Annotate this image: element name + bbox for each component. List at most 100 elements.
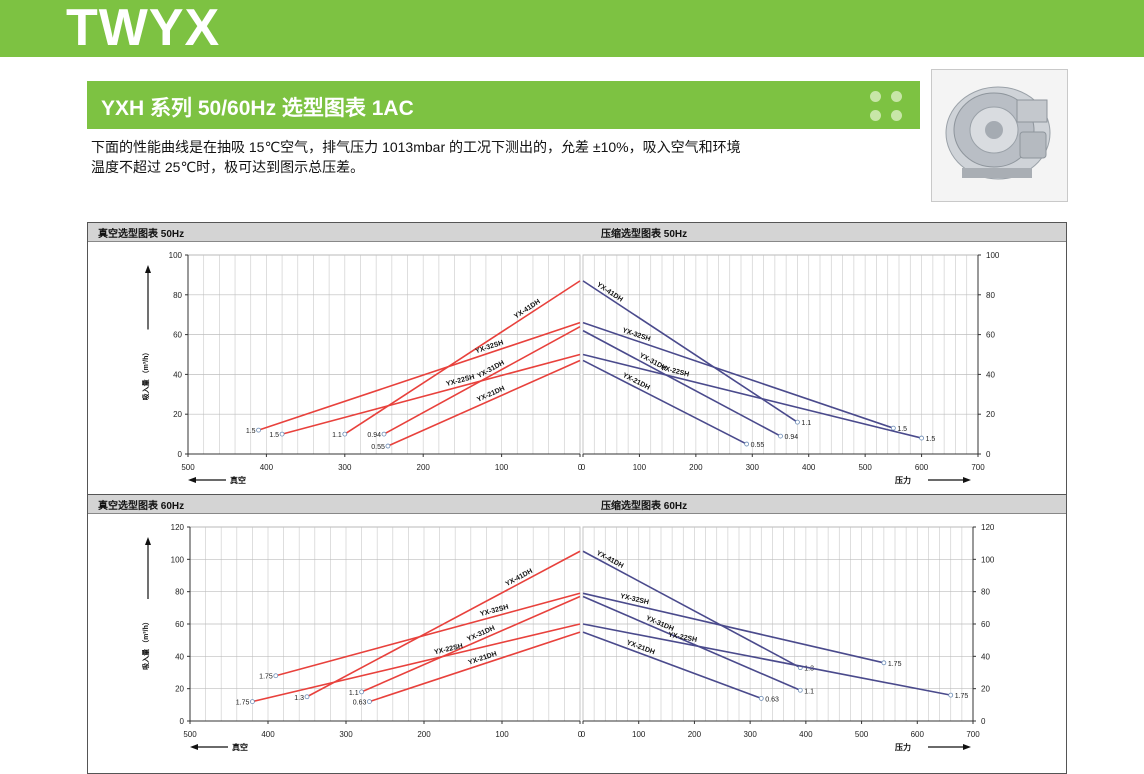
series-end-label: 1.1 xyxy=(804,688,814,695)
y-tick-label: 40 xyxy=(175,652,184,661)
description: 下面的性能曲线是在抽吸 15℃空气，排气压力 1013mbar 的工况下测出的，… xyxy=(91,137,891,177)
series-endpoint xyxy=(342,431,348,437)
x-tick-label: 400 xyxy=(260,463,274,472)
dots-icon xyxy=(870,91,904,121)
plot-area-1 xyxy=(582,254,979,455)
series-line-yx-41dh xyxy=(582,550,801,669)
series-end-label: 1.1 xyxy=(801,420,811,427)
series-line-yx-21dh xyxy=(582,359,748,445)
series-endpoint xyxy=(881,660,887,666)
x-tick-label: 300 xyxy=(338,463,352,472)
y-tick-label: 80 xyxy=(173,291,182,300)
y-tick-label: 60 xyxy=(173,331,182,340)
series-endpoint xyxy=(279,431,285,437)
y-tick-label: 100 xyxy=(169,251,183,260)
series-endpoint xyxy=(744,441,750,447)
x-axis-arrowhead xyxy=(190,744,198,750)
x-tick-label: 400 xyxy=(802,463,816,472)
x-tick-label: 0 xyxy=(578,463,583,472)
x-axis-label: 真空 xyxy=(230,475,246,485)
series-line-yx-31dh xyxy=(361,595,581,693)
series-line-yx-32sh xyxy=(275,592,581,677)
pressure-50hz-title: 压缩选型图表 50Hz xyxy=(601,229,688,240)
y-tick-label: 120 xyxy=(171,523,185,532)
y-tick-label: 80 xyxy=(986,291,995,300)
series-line-yx-31dh xyxy=(582,329,781,437)
x-tick-label: 500 xyxy=(181,463,195,472)
y-axis-arrowhead xyxy=(145,537,151,545)
series-end-label: 1.5 xyxy=(269,432,279,439)
series-line-yx-21dh xyxy=(387,359,581,447)
y-tick-label: 100 xyxy=(986,251,1000,260)
series-endpoint xyxy=(249,699,255,704)
series-line-yx-31dh xyxy=(582,595,801,692)
x-tick-label: 300 xyxy=(339,730,353,739)
x-tick-label: 0 xyxy=(581,730,586,739)
series-endpoint xyxy=(758,695,764,701)
description-line-2: 温度不超过 25℃时，极可达到图示总压差。 xyxy=(91,159,365,175)
series-endpoint xyxy=(381,431,387,437)
series-endpoint xyxy=(304,694,310,700)
series-line-yx-21dh xyxy=(582,631,762,700)
series-end-label: 1.75 xyxy=(888,661,902,668)
top-banner: TWYX xyxy=(0,0,1144,57)
series-end-label: 0.63 xyxy=(765,696,779,703)
series-line-yx-32sh xyxy=(582,321,894,429)
series-end-label: 0.94 xyxy=(785,434,799,441)
x-tick-label: 400 xyxy=(261,730,275,739)
series-end-label: 0.63 xyxy=(353,700,367,707)
y-tick-label: 60 xyxy=(981,620,990,629)
series-endpoint xyxy=(778,433,783,439)
y-tick-label: 40 xyxy=(173,370,182,379)
series-end-label: 1.1 xyxy=(332,432,342,439)
y-tick-label: 80 xyxy=(981,588,990,597)
x-tick-label: 200 xyxy=(689,463,703,472)
y-tick-label: 80 xyxy=(175,588,184,597)
series-endpoint xyxy=(273,673,279,679)
x-tick-label: 200 xyxy=(688,730,702,739)
vacuum-60hz-title: 真空选型图表 60Hz xyxy=(98,501,185,512)
series-end-label: 1.3 xyxy=(804,666,814,673)
y-axis-label: 吸入量 （m³/h） xyxy=(141,618,150,670)
blower-photo xyxy=(931,69,1068,202)
x-tick-label: 500 xyxy=(858,463,872,472)
brand-logo: TWYX xyxy=(66,0,221,57)
x-tick-label: 700 xyxy=(971,463,985,472)
section-header-60hz: 真空选型图表 60Hz 压缩选型图表 60Hz xyxy=(88,494,1066,514)
x-axis-arrowhead xyxy=(188,477,196,483)
series-end-label: 1.5 xyxy=(246,428,256,435)
y-tick-label: 0 xyxy=(986,450,991,459)
title-bar: YXH 系列 50/60Hz 选型图表 1AC xyxy=(87,81,920,129)
series-line-yx-21dh xyxy=(369,631,581,703)
y-tick-label: 20 xyxy=(981,685,990,694)
x-tick-label: 200 xyxy=(417,463,431,472)
series-end-label: 1.3 xyxy=(294,695,304,702)
series-endpoint xyxy=(385,443,391,449)
series-end-label: 0.94 xyxy=(367,432,381,439)
x-axis-label: 真空 xyxy=(232,742,248,752)
y-tick-label: 60 xyxy=(986,331,995,340)
series-end-label: 1.5 xyxy=(926,436,936,443)
x-tick-label: 300 xyxy=(743,730,757,739)
y-tick-label: 40 xyxy=(986,370,995,379)
x-tick-label: 100 xyxy=(633,463,647,472)
x-tick-label: 100 xyxy=(632,730,646,739)
series-endpoint xyxy=(795,419,800,425)
vacuum-50hz-title: 真空选型图表 50Hz xyxy=(98,229,185,240)
y-tick-label: 20 xyxy=(173,410,182,419)
x-axis-label: 压力 xyxy=(895,742,911,752)
y-tick-label: 0 xyxy=(981,717,986,726)
series-endpoint xyxy=(359,689,365,695)
series-line-yx-22sh xyxy=(281,353,581,435)
x-tick-label: 700 xyxy=(966,730,980,739)
page-title: YXH 系列 50/60Hz 选型图表 1AC xyxy=(101,97,414,120)
x-tick-label: 100 xyxy=(495,730,509,739)
series-endpoint xyxy=(948,692,954,698)
plot-area-0 xyxy=(187,254,581,455)
y-tick-label: 40 xyxy=(981,652,990,661)
y-tick-label: 100 xyxy=(981,555,995,564)
y-tick-label: 0 xyxy=(180,717,185,726)
series-end-label: 1.75 xyxy=(955,693,969,700)
series-end-label: 1.75 xyxy=(259,674,273,681)
